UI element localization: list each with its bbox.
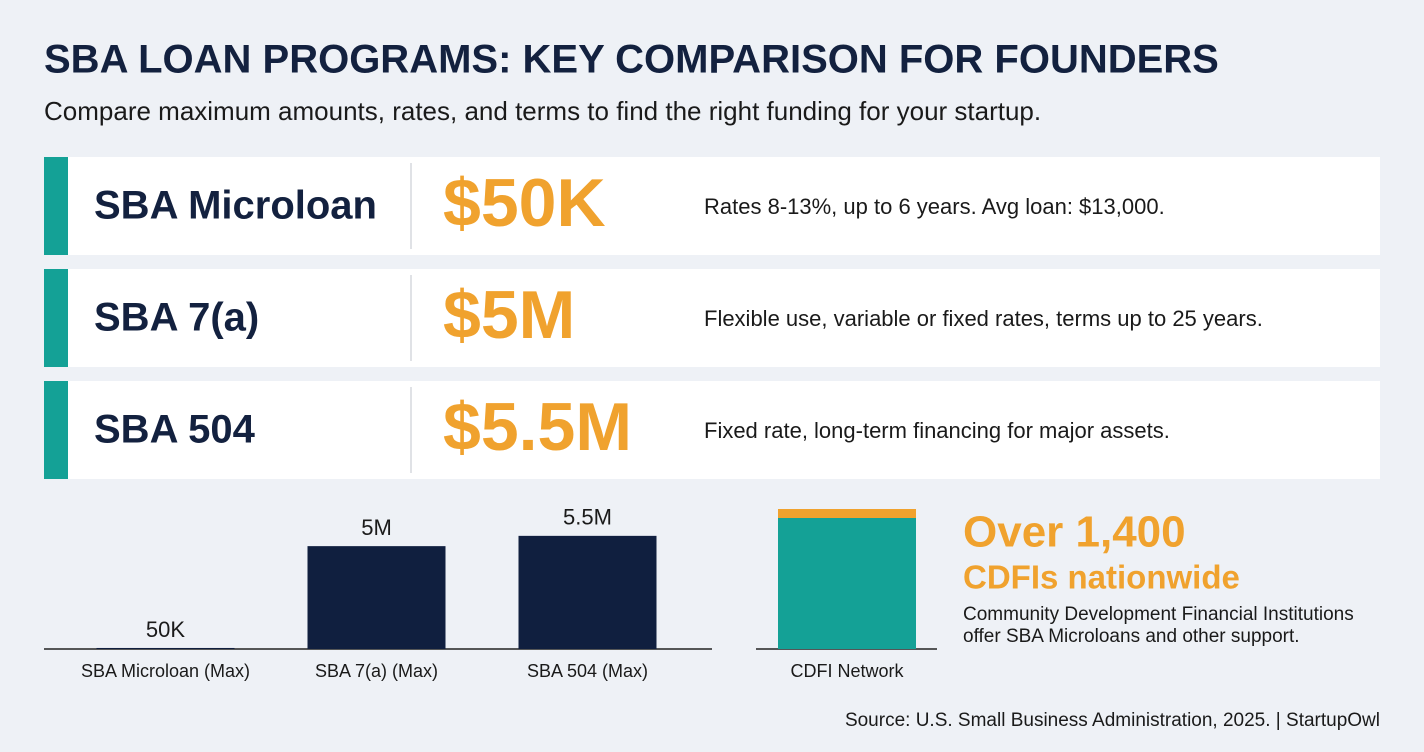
card-name: SBA 7(a) (94, 296, 259, 340)
value-label: 5M (361, 515, 392, 540)
card-description: Flexible use, variable or fixed rates, t… (704, 306, 1263, 331)
subtitle: Compare maximum amounts, rates, and term… (44, 96, 1041, 126)
card: SBA 7(a) $5M Flexible use, variable or fix… (44, 269, 1380, 367)
cdfi-description: Community Development Financial Institut… (963, 604, 1354, 625)
card-description: Rates 8-13%, up to 6 years. Avg loan: $1… (704, 194, 1165, 219)
cdfi-bar (778, 518, 916, 649)
value-label: 5.5M (563, 505, 612, 530)
bar (307, 546, 446, 649)
x-tick-label: CDFI Network (790, 661, 904, 681)
cdfi-subheadline: CDFIs nationwide (963, 559, 1240, 596)
card-name: SBA 504 (94, 408, 256, 452)
card-description: Fixed rate, long-term financing for majo… (704, 418, 1170, 443)
x-tick-label: SBA Microloan (Max) (81, 661, 250, 681)
card-background (44, 157, 1380, 255)
card-stripe (44, 157, 68, 255)
bar (96, 647, 235, 649)
bar-chart: 50K SBA Microloan (Max) 5M SBA 7(a) (Max) 5.… (44, 505, 712, 681)
cdfi-headline: Over 1,400 (963, 508, 1186, 557)
value-label: 50K (146, 617, 185, 642)
card-stripe (44, 381, 68, 479)
card-background (44, 381, 1380, 479)
card-background (44, 269, 1380, 367)
card: SBA Microloan $50K Rates 8-13%, up to 6 ye… (44, 157, 1380, 255)
card-amount: $50K (443, 165, 606, 241)
bar (518, 535, 657, 649)
cards: SBA Microloan $50K Rates 8-13%, up to 6 ye… (44, 157, 1380, 479)
card: SBA 504 $5.5M Fixed rate, long-term financ… (44, 381, 1380, 479)
source: Source: U.S. Small Business Administrati… (845, 710, 1380, 731)
card-amount: $5M (443, 277, 575, 353)
cdfi-panel: CDFI Network Over 1,400 CDFIs nationwide… (756, 508, 1354, 681)
cdfi-description: offer SBA Microloans and other support. (963, 626, 1300, 647)
card-name: SBA Microloan (94, 184, 377, 228)
card-amount: $5.5M (443, 389, 632, 465)
card-stripe (44, 269, 68, 367)
x-tick-label: SBA 7(a) (Max) (315, 661, 438, 681)
x-tick-label: SBA 504 (Max) (527, 661, 648, 681)
title: SBA LOAN PROGRAMS: KEY COMPARISON FOR FO… (44, 38, 1219, 82)
cdfi-bar-top (778, 509, 916, 518)
